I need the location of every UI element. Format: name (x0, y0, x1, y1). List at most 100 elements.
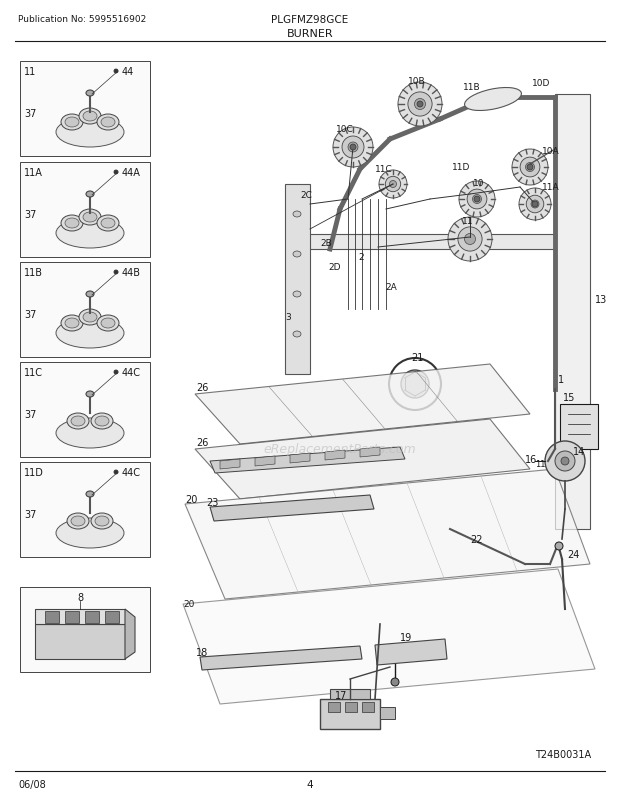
Ellipse shape (86, 492, 94, 497)
Circle shape (348, 143, 358, 153)
Text: 20: 20 (183, 600, 195, 609)
Circle shape (458, 228, 482, 252)
Circle shape (555, 452, 575, 472)
Ellipse shape (101, 318, 115, 329)
Circle shape (512, 150, 548, 186)
Text: 11C: 11C (24, 367, 43, 378)
Text: 18: 18 (196, 647, 208, 657)
Circle shape (391, 678, 399, 687)
Text: 37: 37 (24, 310, 37, 320)
Ellipse shape (86, 192, 94, 198)
Ellipse shape (65, 118, 79, 128)
Polygon shape (45, 611, 59, 623)
Ellipse shape (95, 516, 109, 526)
Bar (20, 163, 150, 257)
Polygon shape (125, 610, 135, 659)
Text: 10B: 10B (408, 78, 425, 87)
Ellipse shape (97, 115, 119, 131)
Circle shape (114, 270, 118, 274)
Ellipse shape (97, 216, 119, 232)
Text: 13: 13 (595, 294, 607, 305)
Ellipse shape (101, 118, 115, 128)
Polygon shape (360, 448, 380, 457)
Bar (20, 263, 150, 358)
Polygon shape (200, 646, 362, 670)
Ellipse shape (83, 111, 97, 122)
Polygon shape (320, 699, 380, 729)
Text: 10: 10 (473, 178, 484, 187)
Circle shape (519, 188, 551, 221)
Text: 24: 24 (567, 549, 579, 559)
Text: 4: 4 (307, 779, 313, 789)
Circle shape (114, 371, 118, 375)
Circle shape (532, 202, 538, 208)
Text: 44C: 44C (122, 468, 141, 477)
Circle shape (459, 182, 495, 217)
Polygon shape (220, 460, 240, 469)
Circle shape (555, 542, 563, 550)
Polygon shape (380, 707, 395, 719)
Text: 11B: 11B (24, 268, 43, 277)
Circle shape (385, 177, 401, 192)
Ellipse shape (293, 212, 301, 217)
Circle shape (342, 137, 364, 159)
Text: 11C: 11C (375, 165, 392, 174)
Polygon shape (295, 235, 555, 249)
Ellipse shape (79, 109, 101, 125)
Ellipse shape (464, 88, 521, 111)
Text: eReplacementParts.com: eReplacementParts.com (264, 443, 416, 456)
Ellipse shape (61, 115, 83, 131)
Ellipse shape (79, 210, 101, 225)
Ellipse shape (86, 91, 94, 97)
Circle shape (350, 145, 356, 151)
Text: 26: 26 (196, 437, 208, 448)
Text: PLGFMZ98GCE: PLGFMZ98GCE (272, 15, 348, 25)
Bar (20, 587, 150, 672)
Text: 3: 3 (285, 313, 291, 322)
Ellipse shape (101, 219, 115, 229)
Polygon shape (195, 419, 530, 500)
Polygon shape (210, 496, 374, 521)
Bar (20, 463, 150, 557)
Circle shape (114, 171, 118, 175)
Circle shape (114, 70, 118, 74)
Ellipse shape (83, 313, 97, 322)
Ellipse shape (65, 219, 79, 229)
Ellipse shape (95, 416, 109, 427)
Circle shape (379, 171, 407, 199)
Ellipse shape (56, 118, 124, 148)
Polygon shape (362, 702, 374, 712)
Circle shape (408, 93, 432, 117)
Text: 15: 15 (563, 392, 575, 403)
Text: 2D: 2D (328, 263, 340, 272)
Bar (560, 404, 598, 449)
Circle shape (527, 164, 533, 171)
Polygon shape (105, 611, 119, 623)
Polygon shape (330, 689, 370, 699)
Circle shape (415, 99, 425, 111)
Polygon shape (210, 448, 405, 473)
Text: 11A: 11A (542, 184, 560, 192)
Circle shape (333, 128, 373, 168)
Ellipse shape (56, 219, 124, 249)
Polygon shape (183, 569, 595, 704)
Circle shape (398, 83, 442, 127)
Text: 2B: 2B (320, 238, 332, 247)
Ellipse shape (56, 419, 124, 448)
Text: 11D: 11D (24, 468, 44, 477)
Ellipse shape (293, 331, 301, 338)
Polygon shape (555, 95, 590, 529)
Text: 16: 16 (525, 455, 538, 464)
Circle shape (472, 195, 482, 205)
Ellipse shape (91, 414, 113, 429)
Text: 06/08: 06/08 (18, 779, 46, 789)
Ellipse shape (71, 416, 85, 427)
Ellipse shape (83, 213, 97, 223)
Text: 10D: 10D (532, 79, 551, 87)
Polygon shape (375, 639, 447, 665)
Ellipse shape (293, 292, 301, 298)
Text: 11: 11 (535, 460, 546, 469)
Text: 14: 14 (573, 447, 585, 456)
Text: 1: 1 (558, 375, 564, 384)
Ellipse shape (293, 252, 301, 257)
